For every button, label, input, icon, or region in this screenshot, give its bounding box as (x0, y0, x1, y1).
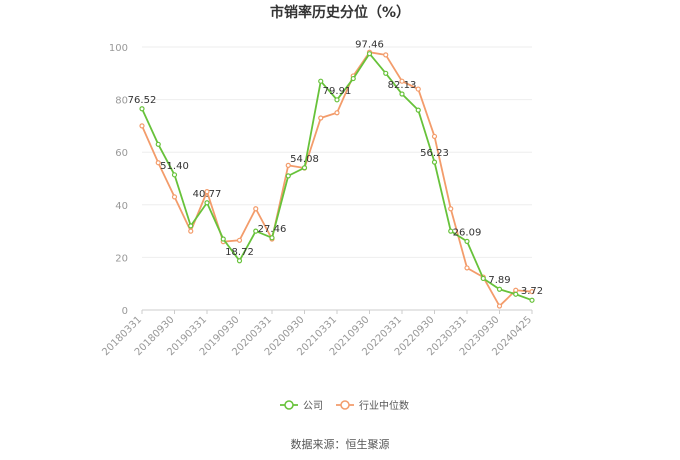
chart-svg: 市销率历史分位（%） 02040608010020180331201809302… (100, 4, 543, 412)
data-label: 76.52 (128, 95, 157, 106)
data-point (318, 115, 324, 121)
data-label: 3.72 (521, 286, 543, 297)
data-point (155, 141, 161, 147)
data-point (448, 206, 454, 212)
data-point (139, 106, 145, 112)
data-point (236, 237, 243, 243)
data-label: 27.46 (258, 224, 287, 235)
data-point (496, 286, 503, 292)
data-point (529, 288, 535, 295)
data-point (513, 291, 519, 297)
data-point (253, 206, 259, 212)
data-point (448, 228, 454, 234)
data-labels: 76.52 51.40 40.77 18.72 27.46 54.08 79.91 97.46… (128, 40, 543, 298)
y-tick-label: 80 (115, 96, 128, 107)
data-point (464, 265, 470, 271)
legend-marker-icon (340, 400, 350, 410)
data-point (318, 78, 324, 84)
data-label: 26.09 (453, 227, 482, 238)
series-0 (139, 51, 535, 303)
y-tick-label: 40 (115, 201, 128, 212)
data-point (415, 107, 421, 113)
data-point (350, 75, 356, 82)
axes: 0204060801002018033120180930201903312019… (100, 43, 534, 358)
data-point (399, 91, 405, 97)
legend-item-0[interactable]: 公司 (280, 400, 323, 412)
legend-marker-icon (284, 400, 294, 410)
legend-label: 行业中位数 (359, 399, 409, 412)
data-label: 7.89 (488, 275, 510, 286)
y-tick-label: 0 (122, 306, 128, 317)
source-note: 数据来源：恒生聚源 (290, 438, 390, 451)
data-point (383, 70, 389, 76)
data-point (431, 133, 438, 140)
data-label: 79.91 (323, 86, 352, 97)
series-layer (139, 49, 535, 309)
grid-lines (142, 46, 532, 258)
data-point (253, 228, 259, 234)
data-label: 18.72 (225, 247, 254, 258)
data-label: 82.13 (388, 80, 417, 91)
data-point (171, 172, 178, 178)
data-label: 54.08 (290, 154, 319, 165)
data-point (529, 297, 535, 303)
data-point (220, 236, 226, 242)
data-point (188, 223, 194, 229)
legend-item-1[interactable]: 行业中位数 (336, 399, 409, 412)
data-point (301, 165, 308, 171)
y-tick-label: 20 (115, 253, 128, 264)
legend[interactable]: 公司 行业中位数 (280, 399, 409, 412)
data-point (480, 275, 486, 282)
data-point (285, 162, 291, 168)
data-point (464, 238, 470, 244)
data-point (171, 194, 178, 200)
data-point (139, 123, 145, 129)
data-point (496, 303, 503, 309)
data-point (399, 78, 405, 84)
data-point (383, 52, 389, 58)
data-point (415, 86, 421, 92)
data-point (334, 97, 340, 103)
y-tick-label: 60 (115, 148, 128, 159)
data-label: 40.77 (193, 189, 222, 200)
data-label: 51.40 (160, 161, 189, 172)
data-point (334, 110, 340, 116)
data-point (204, 189, 210, 195)
data-label: 56.23 (420, 148, 449, 159)
legend-label: 公司 (303, 401, 323, 412)
data-point (366, 51, 373, 57)
y-tick-label: 100 (109, 43, 128, 54)
data-point (431, 159, 438, 165)
data-point (155, 160, 161, 166)
data-label: 97.46 (355, 40, 384, 51)
chart-title: 市销率历史分位（%） (270, 4, 410, 21)
data-point (285, 173, 291, 179)
data-point (269, 235, 275, 241)
data-point (236, 258, 243, 264)
data-point (188, 228, 194, 234)
data-point (204, 200, 210, 206)
